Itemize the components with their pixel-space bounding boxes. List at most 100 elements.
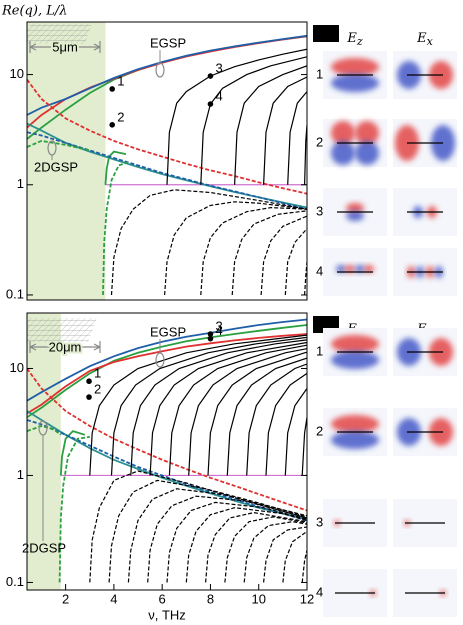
dispersion-curve xyxy=(207,351,307,476)
dispersion-curve xyxy=(110,189,307,296)
mode-marker xyxy=(155,62,165,78)
field-subscript: z xyxy=(356,35,363,48)
scale-label: 20μm xyxy=(49,339,82,354)
row-label: 4 xyxy=(316,584,323,599)
panel-label-box xyxy=(313,25,339,42)
field-lobe xyxy=(336,265,346,273)
plot-frame xyxy=(26,312,308,591)
mode-point xyxy=(109,86,116,92)
mode-point xyxy=(207,101,214,107)
y-tick-label: 0.1 xyxy=(6,574,24,589)
point-label: 3 xyxy=(215,60,222,75)
plot-area xyxy=(27,313,307,590)
dispersion-curve xyxy=(166,501,307,583)
scale-bar xyxy=(29,341,101,353)
point-label: 4 xyxy=(215,323,222,338)
row-label: 2 xyxy=(316,134,323,149)
x-tick-label: 10 xyxy=(251,591,265,606)
y-tick-label: 1 xyxy=(17,467,24,482)
column-header: Ez xyxy=(346,31,363,49)
field-lobe xyxy=(331,141,355,165)
mode-point xyxy=(86,394,92,400)
mode-label: 2DGSP xyxy=(22,540,66,555)
panel-label: (b) xyxy=(318,316,334,331)
dispersion-curve xyxy=(130,339,307,476)
mode-point xyxy=(86,378,92,385)
field-symbol: E xyxy=(346,31,357,46)
y-tick-label: 10 xyxy=(10,360,24,375)
mode-point xyxy=(109,122,116,128)
dispersion-curve xyxy=(243,521,307,583)
dispersion-curve xyxy=(127,488,307,583)
field-symbol: E xyxy=(416,31,427,46)
dispersion-curve xyxy=(205,511,307,583)
row-label: 2 xyxy=(316,423,323,438)
y-tick-label: 10 xyxy=(10,66,24,81)
dispersion-curve xyxy=(58,435,90,583)
field-lobe xyxy=(355,141,379,165)
dispersion-curve xyxy=(234,65,307,185)
dispersion-curve xyxy=(59,430,86,476)
dispersion-curve xyxy=(224,516,307,583)
y-axis-title: Re(q), L/λ xyxy=(1,4,67,19)
mode-label: EGSP xyxy=(150,324,186,339)
row-label: 4 xyxy=(316,263,323,278)
dispersion-curve xyxy=(231,210,307,296)
panel-label: (a) xyxy=(318,25,334,40)
point-label: 1 xyxy=(117,73,124,88)
x-tick-label: 8 xyxy=(207,591,214,606)
x-tick-label: 2 xyxy=(62,591,69,606)
dispersion-curve xyxy=(282,530,307,583)
scale-label: 5μm xyxy=(52,39,78,54)
field-lobe xyxy=(345,265,355,273)
field-lobe xyxy=(331,431,379,449)
dispersion-curve xyxy=(27,367,307,512)
mode-point xyxy=(207,331,214,337)
field-lobe xyxy=(346,203,364,213)
dispersion-curve xyxy=(260,215,307,296)
field-lobe xyxy=(346,211,364,221)
dispersion-curve xyxy=(108,479,307,583)
x-tick-label: 4 xyxy=(110,591,117,606)
dispersion-curve xyxy=(102,161,129,296)
dispersion-curve xyxy=(147,495,307,583)
dispersion-curve xyxy=(27,324,307,419)
column-header: Ex xyxy=(416,31,434,49)
dispersion-curve xyxy=(246,363,307,476)
y-tick-label: 1 xyxy=(17,176,24,191)
dispersion-curve xyxy=(168,344,307,476)
dispersion-curve xyxy=(226,357,307,476)
point-label: 1 xyxy=(94,366,101,381)
row-label: 1 xyxy=(316,343,323,358)
scale-bar xyxy=(29,41,101,53)
field-lobe xyxy=(355,265,365,273)
x-tick-label: 6 xyxy=(159,591,166,606)
x-axis-title: ν, THz xyxy=(148,607,186,622)
dispersion-curve xyxy=(185,507,307,583)
dispersion-curve xyxy=(89,334,307,476)
dispersion-curve xyxy=(301,550,307,583)
graphene-inset xyxy=(27,318,97,342)
x-tick-label: 12 xyxy=(300,591,314,606)
field-subscript: x xyxy=(427,35,434,48)
point-label: 2 xyxy=(94,382,101,397)
field-lobe xyxy=(331,121,355,145)
field-lobe xyxy=(364,265,374,273)
dispersion-curve xyxy=(149,341,307,476)
row-label: 3 xyxy=(316,514,323,529)
dispersion-curve xyxy=(284,228,307,296)
point-label: 2 xyxy=(117,109,124,124)
mode-label: EGSP xyxy=(150,35,186,50)
dispersion-curve xyxy=(27,318,307,402)
dispersion-curve xyxy=(110,336,307,476)
plot-frame xyxy=(26,21,308,301)
dispersion-curve xyxy=(263,76,307,185)
point-label: 4 xyxy=(215,89,222,104)
dispersion-curve xyxy=(27,131,307,211)
point-label: 3 xyxy=(215,318,222,333)
dispersion-curve xyxy=(301,417,307,476)
dispersion-curve xyxy=(27,34,307,116)
field-lobe xyxy=(331,335,379,353)
dispersion-curve xyxy=(164,201,307,296)
